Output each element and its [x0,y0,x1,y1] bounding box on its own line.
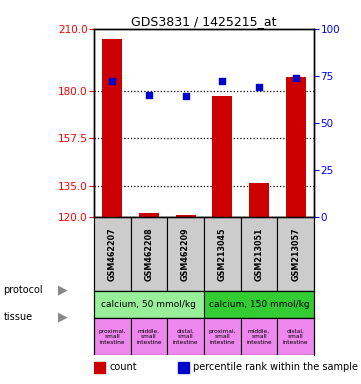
Point [256,84,262,90]
Bar [212,96,232,217]
Text: GSM213051: GSM213051 [255,227,264,281]
Bar [167,318,204,356]
Text: percentile rank within the sample: percentile rank within the sample [193,362,358,372]
Point [146,91,152,98]
Text: proximal,
small
intestine: proximal, small intestine [209,329,236,345]
Bar [175,215,196,217]
Bar [94,362,105,373]
Point [293,74,299,81]
Bar [241,217,277,291]
Bar [277,318,314,356]
Text: GSM462208: GSM462208 [144,227,153,281]
Bar [178,362,188,373]
Text: middle,
small
intestine: middle, small intestine [136,329,162,345]
Text: GSM213045: GSM213045 [218,227,227,281]
Bar [139,213,159,217]
Bar [241,318,277,356]
Text: calcium, 50 mmol/kg: calcium, 50 mmol/kg [101,300,196,309]
Title: GDS3831 / 1425215_at: GDS3831 / 1425215_at [131,15,277,28]
Text: protocol: protocol [4,285,43,295]
Bar [249,184,269,217]
Text: calcium, 150 mmol/kg: calcium, 150 mmol/kg [209,300,309,309]
Text: tissue: tissue [4,312,33,322]
Bar [204,318,241,356]
Bar [131,217,167,291]
Bar [204,217,241,291]
Text: ▶: ▶ [58,310,68,323]
Text: GSM462207: GSM462207 [108,227,117,281]
Bar [286,77,306,217]
Point [183,93,188,99]
Bar [131,318,167,356]
Text: distal,
small
intestine: distal, small intestine [283,329,309,345]
Bar [102,39,122,217]
Bar [94,217,131,291]
Bar [204,291,314,318]
Bar [167,217,204,291]
Text: distal,
small
intestine: distal, small intestine [173,329,199,345]
Bar [277,217,314,291]
Text: ▶: ▶ [58,283,68,296]
Text: GSM462209: GSM462209 [181,227,190,281]
Text: middle,
small
intestine: middle, small intestine [246,329,272,345]
Text: proximal,
small
intestine: proximal, small intestine [99,329,126,345]
Point [219,78,225,84]
Text: count: count [109,362,137,372]
Text: GSM213057: GSM213057 [291,227,300,281]
Bar [94,318,131,356]
Point [109,78,115,84]
Bar [94,291,204,318]
